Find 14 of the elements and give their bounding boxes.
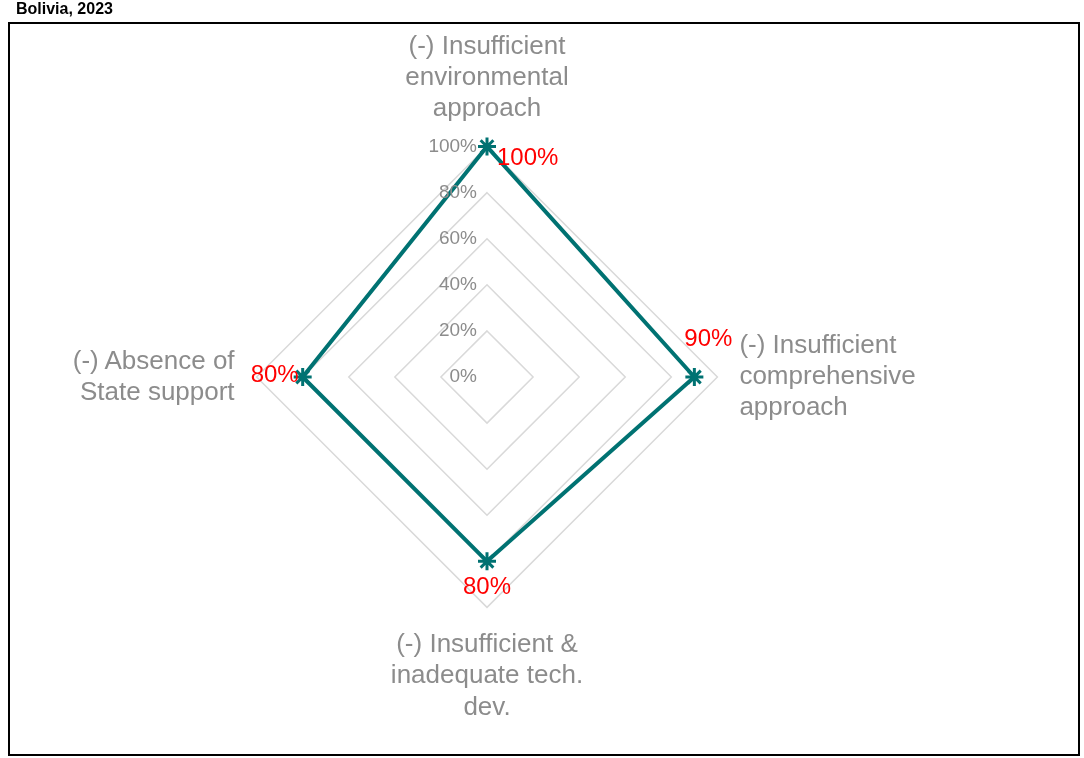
text: 80% bbox=[250, 359, 299, 387]
spoke-label: (-) Insufficient comprehensive approach bbox=[739, 328, 916, 422]
y-tick-label: 0% bbox=[449, 365, 478, 387]
spoke-label: (-) Absence of State support bbox=[72, 344, 236, 406]
y-tick-label: 40% bbox=[438, 273, 478, 295]
text: 90% bbox=[684, 323, 733, 351]
y-tick-label: 60% bbox=[438, 226, 478, 248]
text: 100% bbox=[497, 143, 559, 171]
y-tick-label: 100% bbox=[428, 134, 478, 156]
text: 80% bbox=[462, 571, 512, 599]
spoke-label: (-) Insufficient environmental approach bbox=[405, 29, 569, 123]
spoke-label: (-) Insufficient & inadequate tech. dev. bbox=[390, 628, 584, 721]
y-tick-label: 20% bbox=[438, 319, 478, 341]
chart-title: Bolivia, 2023 bbox=[16, 0, 113, 18]
